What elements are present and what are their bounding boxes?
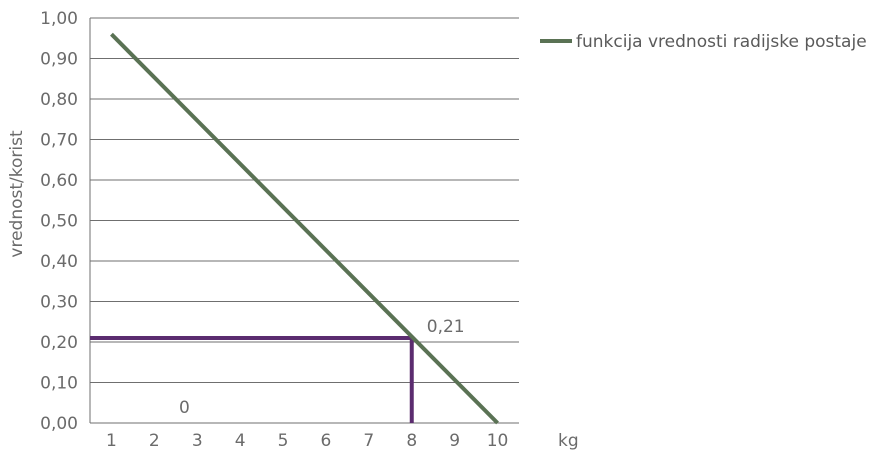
x-tick-label: 9 — [449, 431, 460, 451]
y-tick-label: 0,80 — [40, 90, 78, 110]
y-tick-label: 1,00 — [40, 9, 78, 29]
y-tick-label: 0,60 — [40, 171, 78, 191]
y-tick-label: 0,70 — [40, 131, 78, 151]
y-axis-title: vrednost/korist — [7, 130, 27, 258]
x-tick-label: 7 — [363, 431, 374, 451]
y-tick-label: 0,40 — [40, 252, 78, 272]
series-lines — [110, 32, 499, 425]
x-tick-label: 8 — [406, 431, 417, 451]
series-line-radio — [110, 32, 499, 425]
y-tick-label: 0,90 — [40, 50, 78, 70]
y-tick-label: 0,00 — [40, 414, 78, 434]
x-tick-label: 4 — [235, 431, 246, 451]
x-tick-label: 6 — [321, 431, 332, 451]
legend: funkcija vrednosti radijske postaje — [540, 32, 867, 52]
x-tick-label: 10 — [487, 431, 509, 451]
legend-label: funkcija vrednosti radijske postaje — [576, 32, 867, 52]
y-tick-label: 0,50 — [40, 212, 78, 232]
y-tick-labels: 0,00 0,10 0,20 0,30 0,40 0,50 0,60 0,70 0,80 0,90… — [40, 9, 78, 434]
y-tick-label: 0,30 — [40, 293, 78, 313]
annotations: 0,21 0 — [179, 317, 465, 418]
x-tick-label: 5 — [278, 431, 289, 451]
y-tick-label: 0,20 — [40, 333, 78, 353]
x-tick-label: 1 — [106, 431, 117, 451]
reference-lines — [90, 335, 414, 423]
x-axis-title: kg — [558, 431, 579, 451]
reference-value-label: 0,21 — [427, 317, 465, 337]
annotation-label: 0 — [179, 398, 190, 418]
y-tick-label: 0,10 — [40, 374, 78, 394]
x-tick-labels: 1 2 3 4 5 6 7 8 9 10 — [106, 431, 508, 451]
x-tick-label: 2 — [149, 431, 160, 451]
x-tick-label: 3 — [192, 431, 203, 451]
grid-lines — [89, 17, 519, 424]
